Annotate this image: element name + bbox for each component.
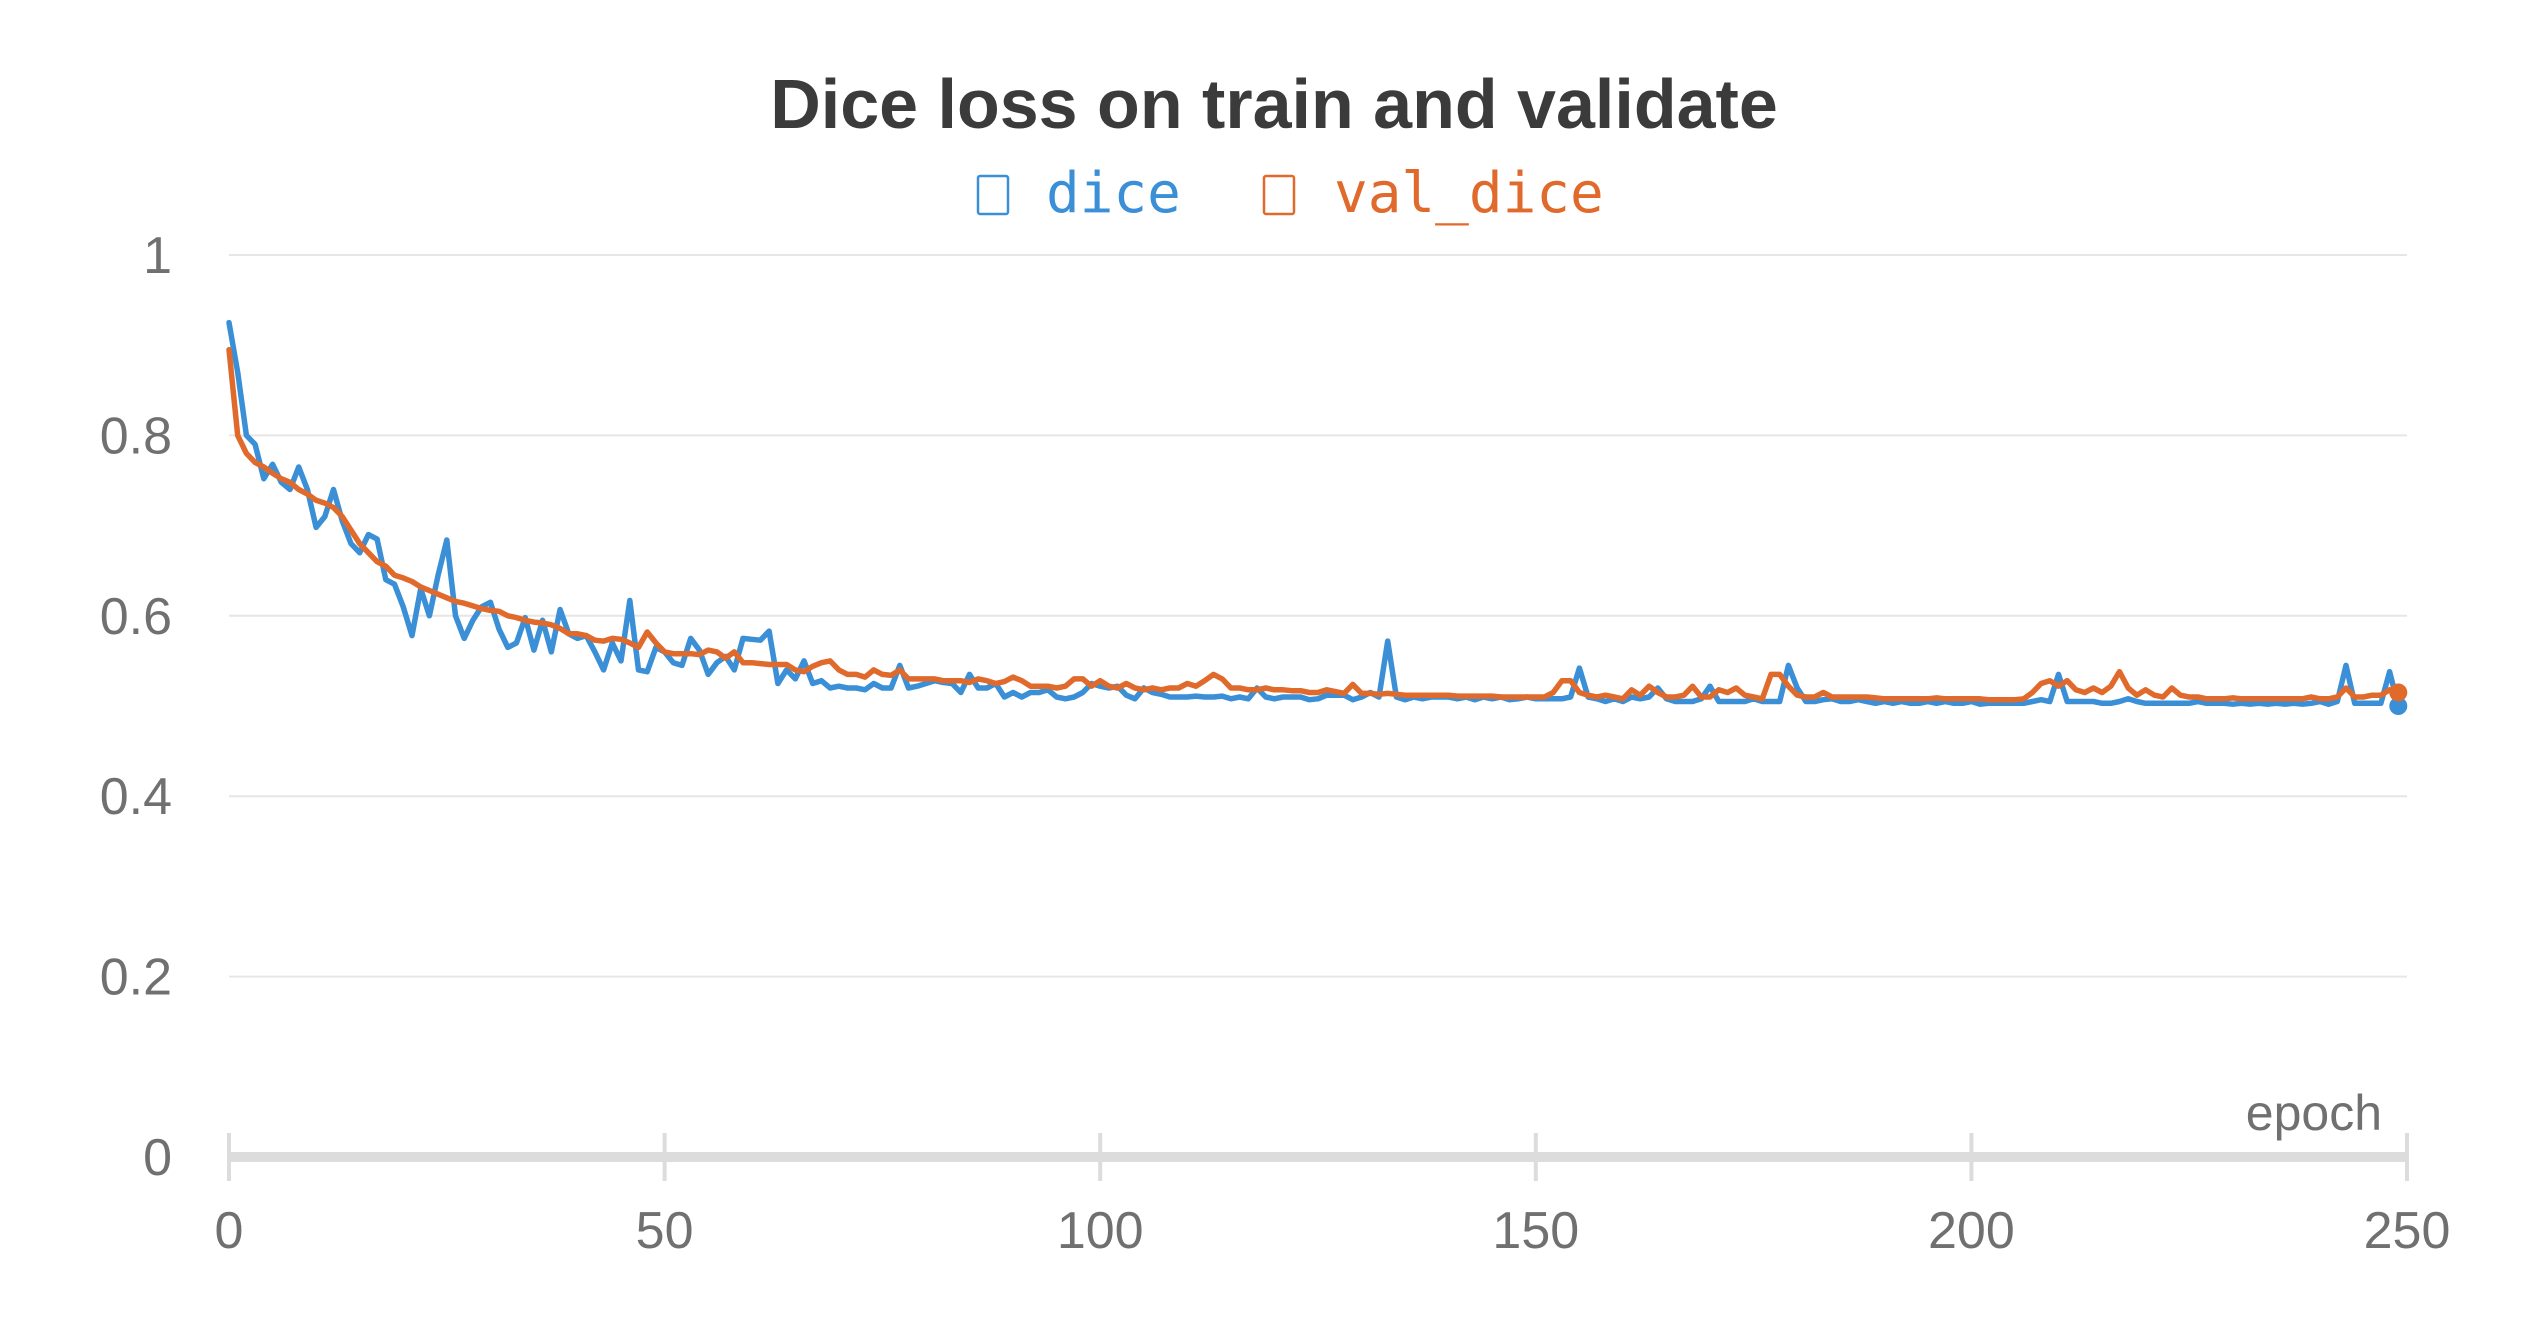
gridlines <box>229 254 2407 978</box>
legend: dice val_dice <box>976 161 1604 226</box>
x-tick-label: 50 <box>636 1202 694 1260</box>
series-line-val-dice <box>226 346 2402 703</box>
legend-label-val-dice: val_dice <box>1334 161 1604 226</box>
legend-item-dice[interactable]: dice <box>976 161 1181 226</box>
series-end-marker-val-dice <box>2389 683 2408 702</box>
x-axis: 0 50 100 150 200 250 <box>215 1133 2451 1260</box>
y-tick-label: 0.6 <box>100 588 172 646</box>
series-end-marker-dice <box>2389 697 2408 715</box>
y-tick-label: 0.8 <box>100 407 172 465</box>
legend-label-dice: dice <box>1046 161 1181 226</box>
y-tick-label: 0.4 <box>100 768 172 826</box>
legend-swatch-val-dice <box>1262 174 1296 216</box>
x-tick-label: 250 <box>2364 1202 2451 1260</box>
legend-item-val-dice[interactable]: val_dice <box>1262 161 1604 226</box>
x-axis-label: epoch <box>2246 1085 2382 1141</box>
y-tick-label: 1 <box>143 227 172 285</box>
series-line-dice <box>226 319 2402 709</box>
x-tick-label: 0 <box>215 1202 244 1260</box>
x-tick-label: 100 <box>1057 1202 1144 1260</box>
x-tick-label: 150 <box>1492 1202 1579 1260</box>
chart-title: Dice loss on train and validate <box>770 65 1778 143</box>
x-tick-label: 200 <box>1928 1202 2015 1260</box>
legend-swatch-dice <box>976 174 1010 216</box>
y-tick-label: 0.2 <box>100 949 172 1007</box>
y-tick-label: 0 <box>143 1129 172 1187</box>
series-lines <box>226 319 2408 715</box>
y-axis-ticks: 0 0.2 0.4 0.6 0.8 1 <box>100 227 172 1187</box>
